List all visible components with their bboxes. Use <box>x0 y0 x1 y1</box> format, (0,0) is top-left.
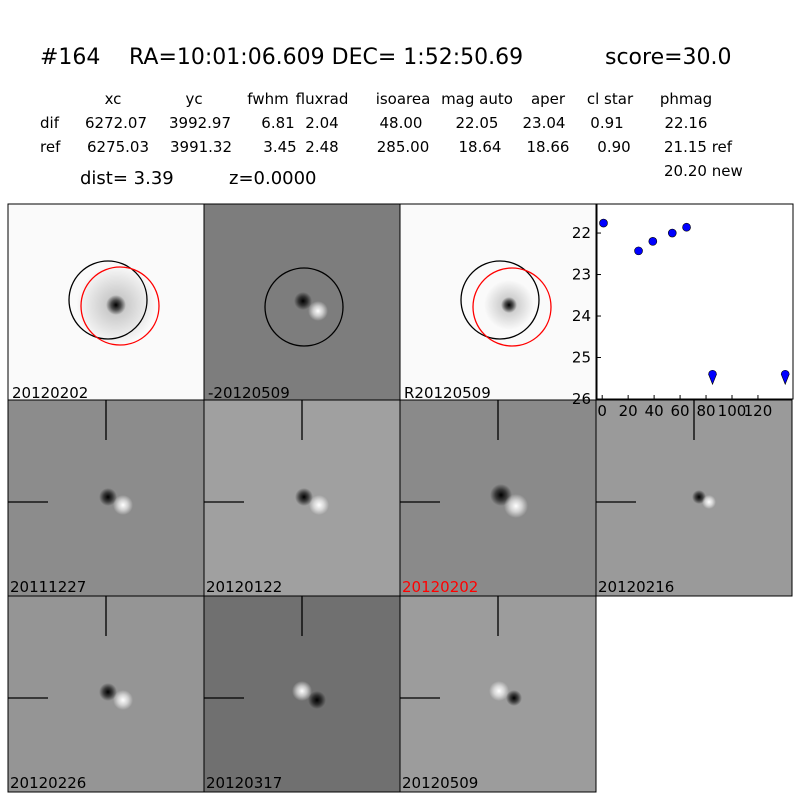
x-tick-label: 40 <box>645 402 664 420</box>
cell: 6.81 <box>261 114 294 132</box>
panel-label: 20120202 <box>12 384 88 402</box>
x-tick-label: 60 <box>671 402 690 420</box>
column-header: aper <box>531 90 566 108</box>
cell: 0.91 <box>590 114 623 132</box>
cell: 3992.97 <box>169 114 231 132</box>
cell: 3991.32 <box>170 138 232 156</box>
plot-frame <box>596 203 794 400</box>
panel <box>399 399 597 597</box>
point <box>648 237 658 246</box>
point <box>682 222 691 232</box>
cell: 18.64 <box>459 138 502 156</box>
cell: 48.00 <box>380 114 423 132</box>
row-label: dif <box>40 114 60 132</box>
cell: 22.05 <box>456 114 499 132</box>
panel-label: 20120509 <box>402 774 478 792</box>
column-header: phmag <box>660 90 712 108</box>
stats-table: xc yc fwhm fluxrad isoarea mag auto aper cl sta… <box>40 90 743 180</box>
panel-label: R20120509 <box>404 384 491 402</box>
panel <box>203 595 401 793</box>
column-header: fluxrad <box>296 90 349 108</box>
limit-marker <box>780 369 790 386</box>
panel-labels: 20120202 -20120509 R20120509 20111227 20… <box>10 384 674 792</box>
cell: 21.15 ref <box>664 138 733 156</box>
cell: 6275.03 <box>87 138 149 156</box>
point <box>634 246 643 256</box>
point <box>599 218 608 228</box>
panel <box>203 399 401 597</box>
y-tick-label: 22 <box>572 224 591 242</box>
panel <box>7 203 205 401</box>
coordinates: RA=10:01:06.609 DEC= 1:52:50.69 <box>129 45 523 70</box>
column-header: isoarea <box>376 90 431 108</box>
limit-marker <box>708 369 717 386</box>
panel-label: -20120509 <box>208 384 290 402</box>
cell: 3.45 <box>263 138 296 156</box>
panel-label: 20120122 <box>206 578 282 596</box>
y-tick-label: 24 <box>572 307 591 325</box>
cell: 23.04 <box>523 114 566 132</box>
panel-label: 20120216 <box>598 578 674 596</box>
score: score=30.0 <box>605 45 732 70</box>
panel <box>7 595 205 793</box>
cell: 2.04 <box>305 114 338 132</box>
column-header: mag auto <box>441 90 513 108</box>
redshift: z=0.0000 <box>229 168 317 189</box>
cell: 20.20 new <box>664 162 743 180</box>
x-tick-label: 80 <box>696 402 715 420</box>
cell: 285.00 <box>377 138 430 156</box>
column-header: cl star <box>587 90 634 108</box>
panel-label: 20120226 <box>10 774 86 792</box>
column-header: xc <box>105 90 122 108</box>
panel <box>7 399 205 597</box>
panel <box>399 203 597 401</box>
y-tick-label: 23 <box>572 266 591 284</box>
cell: 18.66 <box>527 138 570 156</box>
panel-label: 20120317 <box>206 774 282 792</box>
panel <box>203 203 401 401</box>
cell: 22.16 <box>665 114 708 132</box>
column-header: fwhm <box>247 90 288 108</box>
x-tick-label: 120 <box>744 402 773 420</box>
panel-label: 20120202 <box>402 578 478 596</box>
x-tick-label: 0 <box>597 402 607 420</box>
object-id: #164 <box>40 45 100 70</box>
panel <box>595 399 793 597</box>
row-label: ref <box>40 138 61 156</box>
cell: 0.90 <box>597 138 630 156</box>
cell: 6272.07 <box>85 114 147 132</box>
dist: dist= 3.39 <box>80 168 174 189</box>
column-header: yc <box>185 90 202 108</box>
x-tick-label: 100 <box>718 402 747 420</box>
y-tick-label: 25 <box>572 349 591 367</box>
x-tick-label: 20 <box>619 402 638 420</box>
cell: 2.48 <box>305 138 338 156</box>
point <box>667 228 677 238</box>
panel <box>399 595 597 793</box>
panel-label: 20111227 <box>10 578 86 596</box>
y-tick-label: 26 <box>572 390 591 408</box>
